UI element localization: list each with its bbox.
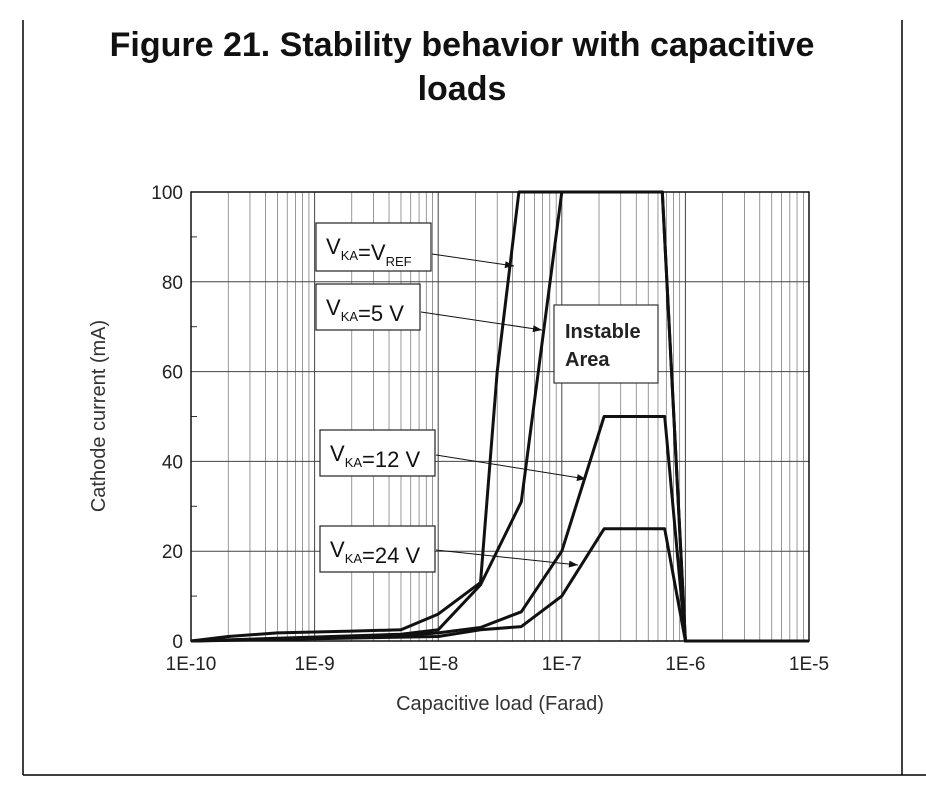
series-arrowhead-1 [504,261,514,269]
chart-title-line-1: Figure 21. Stability behavior with capac… [110,26,815,64]
y-tick-label: 60 [162,363,183,384]
series-label-2: VKA=5 V [326,295,404,326]
series-label-4: VKA=24 V [330,537,420,568]
plot-grid [191,192,809,641]
x-tick-label: 1E-6 [665,654,705,675]
series-arrow-4 [435,549,579,566]
series-arrow-3 [435,454,587,480]
x-tick-label: 1E-5 [789,654,829,675]
x-tick-label: 1E-9 [295,654,335,675]
x-axis-label: Capacitive load (Farad) [396,693,604,715]
plot-border [190,191,810,642]
series-label-box-1 [315,222,432,272]
y-tick-label: 40 [162,452,183,473]
tick-labels: 1E-10 1E-9 1E-8 1E-7 1E-6 1E-5 0 20 40 60 80 100 [151,183,829,675]
series-layer [190,190,809,643]
x-tick-label: 1E-8 [418,654,458,675]
instable-area-box [553,304,659,384]
series-arrowhead-2 [532,325,542,333]
series-arrow-2 [420,311,543,331]
series-line-3 [190,415,809,643]
series-annotations: VKA=VREF VKA=5 V VKA=12 V VKA=24 V [315,222,587,573]
series-line-2 [190,190,809,643]
y-tick-label: 20 [162,542,183,563]
y-tick-label: 100 [151,183,183,204]
x-tick-label: 1E-7 [542,654,582,675]
series-label-box-3 [319,429,436,477]
series-label-1: VKA=VREF [326,234,412,269]
chart-title-line-2: loads [418,70,507,108]
y-tick-label: 0 [172,632,183,653]
series-label-3: VKA=12 V [330,441,420,472]
series-arrow-1 [431,253,515,267]
instable-area-line-1: Instable [565,321,641,343]
series-label-box-4 [319,525,436,573]
series-label-box-2 [315,283,421,331]
instable-area-line-2: Area [565,349,610,371]
series-arrowhead-4 [568,560,578,568]
y-tick-label: 80 [162,273,183,294]
x-tick-label: 1E-10 [166,654,217,675]
series-line-1 [190,190,809,643]
series-arrowhead-3 [576,474,586,482]
series-line-4 [190,527,809,643]
y-axis-label: Cathode current (mA) [88,320,110,512]
